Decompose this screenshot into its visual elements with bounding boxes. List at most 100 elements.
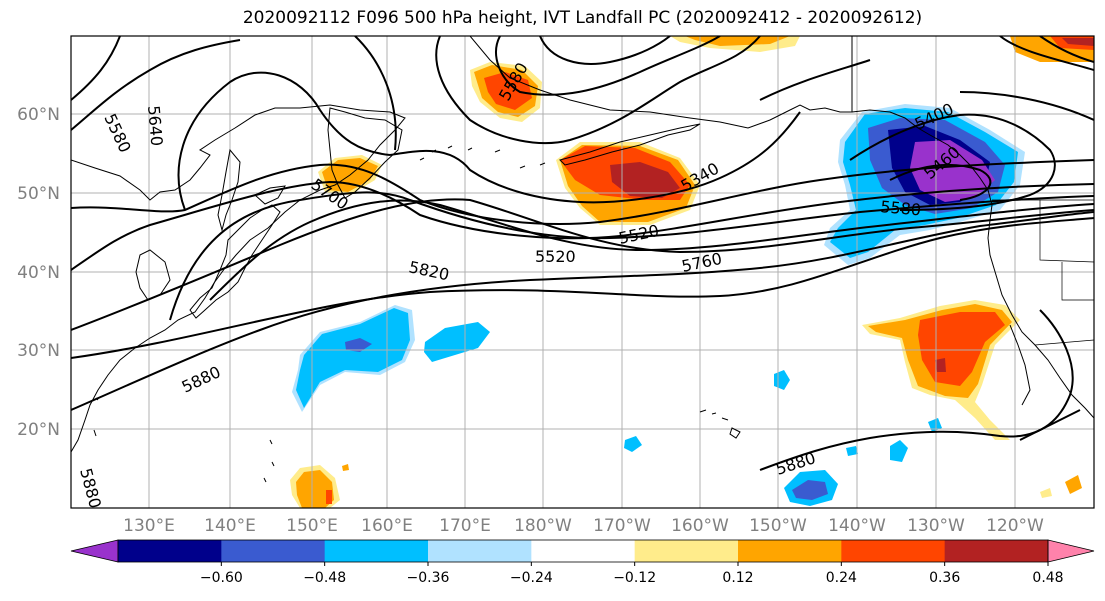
height-contour — [999, 36, 1094, 71]
height-contour — [169, 191, 1094, 321]
shade-positive — [1065, 475, 1082, 494]
shade-negative — [890, 440, 908, 462]
coastline — [559, 123, 701, 166]
shade-positive — [610, 162, 680, 198]
height-contour — [1039, 36, 1094, 63]
colorbar-tick-label: −0.24 — [510, 570, 553, 586]
map-frame — [70, 35, 1095, 509]
colorbar-frame — [117, 539, 1049, 563]
lat-labels: 60°N 50°N 40°N 30°N 20°N — [17, 105, 60, 440]
height-contour — [495, 36, 721, 96]
shade-negative — [424, 322, 490, 362]
coastline — [71, 104, 406, 453]
colorbar-segment — [118, 540, 222, 562]
shade-negative — [345, 338, 372, 352]
coastline — [1061, 262, 1094, 301]
lon-label: 150°E — [286, 516, 338, 536]
contour-label: 5640 — [144, 105, 166, 147]
lat-label: 50°N — [17, 184, 60, 204]
lat-label: 60°N — [17, 105, 60, 125]
height-contour — [539, 36, 671, 65]
height-contour — [71, 159, 1094, 225]
height-contour — [959, 91, 1094, 121]
colorbar-segment — [738, 540, 842, 562]
shade-positive — [296, 470, 334, 508]
colorbar-tick-label: −0.36 — [407, 570, 450, 586]
coastline — [254, 185, 286, 205]
colorbar-segment — [531, 540, 636, 562]
colorbar-tick-label: 0.24 — [826, 570, 857, 586]
lon-label: 170°W — [593, 516, 651, 536]
shade-positive — [685, 36, 790, 46]
lon-labels: 130°E 140°E 150°E 160°E 170°E 180°W 170°… — [123, 516, 1044, 536]
colorbar-segment — [841, 540, 946, 562]
colorbar-tick-label: −0.60 — [200, 570, 243, 586]
coastline — [93, 397, 275, 483]
coastline — [1009, 324, 1031, 406]
lat-label: 40°N — [17, 263, 60, 283]
colorbar-segment — [428, 540, 532, 562]
contour-label: 5520 — [535, 247, 576, 266]
height-contour — [71, 198, 1094, 331]
colorbar-extend-high — [1047, 539, 1095, 563]
shade-negative — [910, 140, 995, 202]
height-contour — [71, 39, 241, 131]
coastline — [1039, 200, 1094, 263]
height-contour — [389, 111, 801, 204]
height-contour — [759, 59, 871, 101]
colorbar-segment — [944, 540, 1049, 562]
coastlines — [71, 36, 1094, 483]
height-contour — [889, 163, 992, 201]
height-contour — [177, 71, 391, 211]
coastline — [217, 148, 241, 232]
height-contour — [435, 36, 761, 145]
contour-label: 5580 — [880, 197, 922, 219]
height-contour — [71, 180, 1094, 271]
height-contour — [209, 199, 1094, 301]
colorbar-tick-label: 0.36 — [929, 570, 960, 586]
coastline — [699, 409, 741, 439]
colorbar-tick-label: −0.48 — [303, 570, 346, 586]
shade-positive — [326, 490, 332, 504]
colorbar-tick-label: 0.48 — [1032, 570, 1063, 586]
lon-label: 120°W — [986, 516, 1044, 536]
height-contour — [759, 309, 1074, 471]
colorbar-extend-low — [70, 539, 119, 563]
colorbar: −0.60 −0.48 −0.36 −0.24 −0.12 0.12 0.24 0.36 0.4… — [70, 539, 1095, 586]
shade-negative — [846, 446, 858, 456]
colorbar-segment — [634, 540, 739, 562]
lon-label: 160°W — [671, 516, 729, 536]
shade-positive — [935, 358, 946, 372]
lat-label: 20°N — [17, 420, 60, 440]
height-contours — [71, 36, 1094, 471]
lon-label: 160°E — [361, 516, 413, 536]
lon-label: 170°E — [439, 516, 491, 536]
colorbar-segment — [221, 540, 326, 562]
colorbar-tick-label: −0.12 — [613, 570, 656, 586]
coastline — [327, 107, 403, 199]
height-contour — [849, 113, 1056, 211]
map-title: 2020092112 F096 500 hPa height, IVT Land… — [242, 8, 923, 28]
colorbar-segment — [324, 540, 429, 562]
lat-label: 30°N — [17, 341, 60, 361]
lon-label: 130°W — [907, 516, 965, 536]
gridlines — [71, 36, 1094, 508]
height-contour — [71, 217, 1094, 359]
shade-positive — [1040, 488, 1052, 498]
shade-negative — [624, 436, 642, 452]
height-contour — [71, 36, 121, 101]
lon-label: 180°W — [514, 516, 572, 536]
lon-label: 150°W — [749, 516, 807, 536]
lon-label: 140°W — [828, 516, 886, 536]
lon-label: 140°E — [204, 516, 256, 536]
lon-label: 130°E — [123, 516, 175, 536]
colorbar-tick-label: 0.12 — [722, 570, 753, 586]
height-contour — [71, 211, 1094, 411]
height-contour — [1019, 409, 1081, 441]
height-contour — [354, 36, 397, 151]
shade-positive — [1062, 38, 1094, 46]
shade-negative — [792, 480, 828, 500]
shade-positive — [342, 464, 349, 471]
coastline — [469, 36, 853, 129]
